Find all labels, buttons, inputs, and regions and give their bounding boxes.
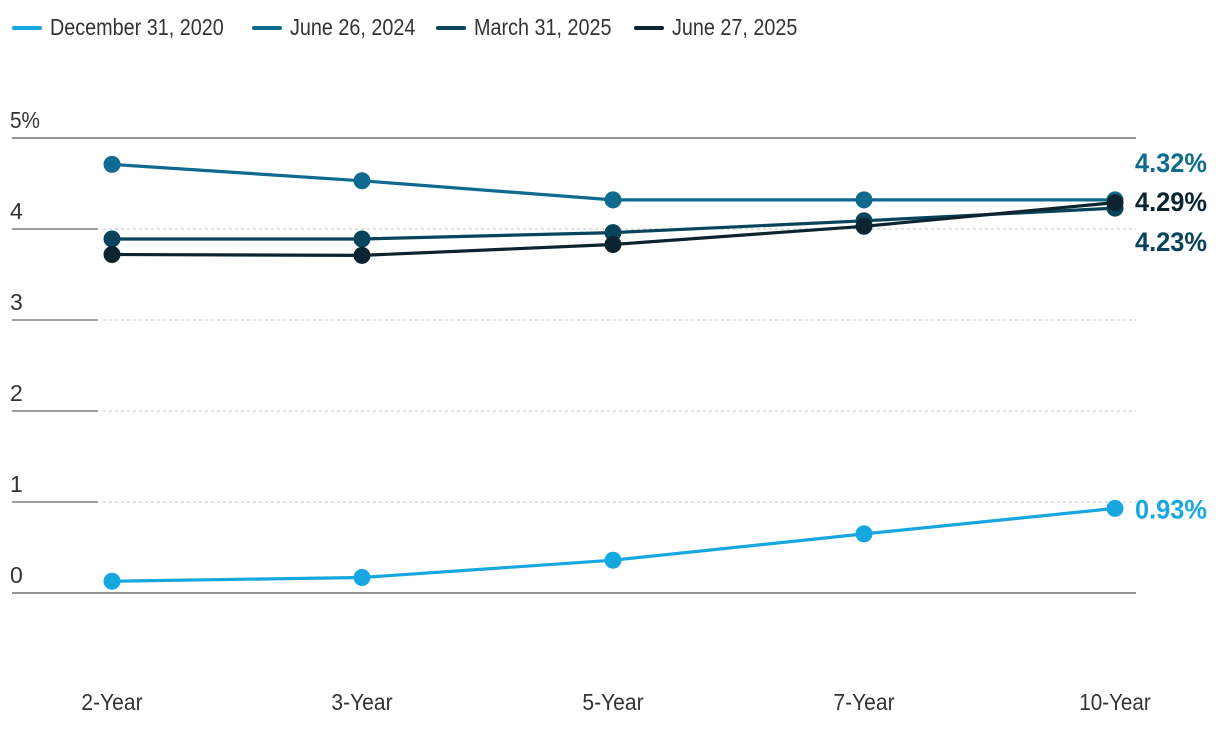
data-point bbox=[353, 172, 371, 190]
data-point bbox=[604, 551, 622, 569]
legend-label: December 31, 2020 bbox=[50, 14, 224, 40]
x-tick-label: 3-Year bbox=[331, 689, 392, 715]
legend-label: March 31, 2025 bbox=[473, 14, 612, 40]
end-value-label: 0.93% bbox=[1135, 494, 1207, 524]
chart-legend: December 31, 2020 June 26, 2024 March 31, … bbox=[12, 14, 798, 41]
data-point bbox=[353, 569, 371, 586]
grid-layer: 0 1 2 3 4 5% 2-Year 3-Year 5-Year 7-Year 10-Year bbox=[10, 107, 1151, 715]
data-point bbox=[855, 217, 873, 235]
x-tick-label: 5-Year bbox=[582, 689, 643, 715]
y-tick-label: 5% bbox=[10, 107, 40, 133]
label-layer: 0.93% 4.32% 4.23% 4.29% bbox=[1135, 148, 1207, 524]
legend-item: June 26, 2024 bbox=[252, 14, 416, 41]
data-point bbox=[103, 155, 121, 173]
legend-item: June 27, 2025 bbox=[633, 14, 798, 41]
data-point bbox=[103, 230, 121, 248]
legend-swatch bbox=[12, 25, 42, 30]
data-point bbox=[1106, 499, 1124, 517]
data-point bbox=[103, 572, 121, 590]
x-tick-label: 7-Year bbox=[833, 689, 894, 715]
data-point bbox=[353, 246, 371, 264]
legend-label: June 27, 2025 bbox=[671, 14, 798, 40]
data-point bbox=[604, 236, 622, 253]
legend-item: March 31, 2025 bbox=[435, 14, 612, 41]
y-tick-label: 0 bbox=[10, 562, 23, 588]
y-tick-label: 1 bbox=[10, 471, 23, 497]
data-point bbox=[855, 525, 873, 543]
data-point bbox=[353, 230, 371, 248]
legend-swatch bbox=[252, 25, 283, 30]
series-layer bbox=[103, 155, 1124, 590]
y-tick-label: 4 bbox=[10, 198, 23, 224]
legend-label: June 26, 2024 bbox=[290, 14, 416, 40]
legend-swatch bbox=[435, 25, 466, 30]
data-point bbox=[604, 191, 622, 209]
end-value-label: 4.32% bbox=[1135, 148, 1207, 178]
series-line bbox=[111, 506, 1116, 583]
end-value-label: 4.29% bbox=[1135, 187, 1207, 217]
data-point bbox=[855, 191, 873, 209]
data-point bbox=[604, 224, 622, 242]
data-point bbox=[1106, 194, 1124, 212]
x-tick-label: 10-Year bbox=[1079, 689, 1151, 715]
x-tick-label: 2-Year bbox=[81, 689, 142, 715]
legend-swatch bbox=[633, 25, 664, 30]
y-tick-label: 3 bbox=[10, 289, 23, 315]
legend-item: December 31, 2020 bbox=[12, 14, 230, 41]
end-value-label: 4.23% bbox=[1135, 227, 1207, 257]
data-point bbox=[103, 246, 121, 263]
y-tick-label: 2 bbox=[10, 380, 23, 406]
